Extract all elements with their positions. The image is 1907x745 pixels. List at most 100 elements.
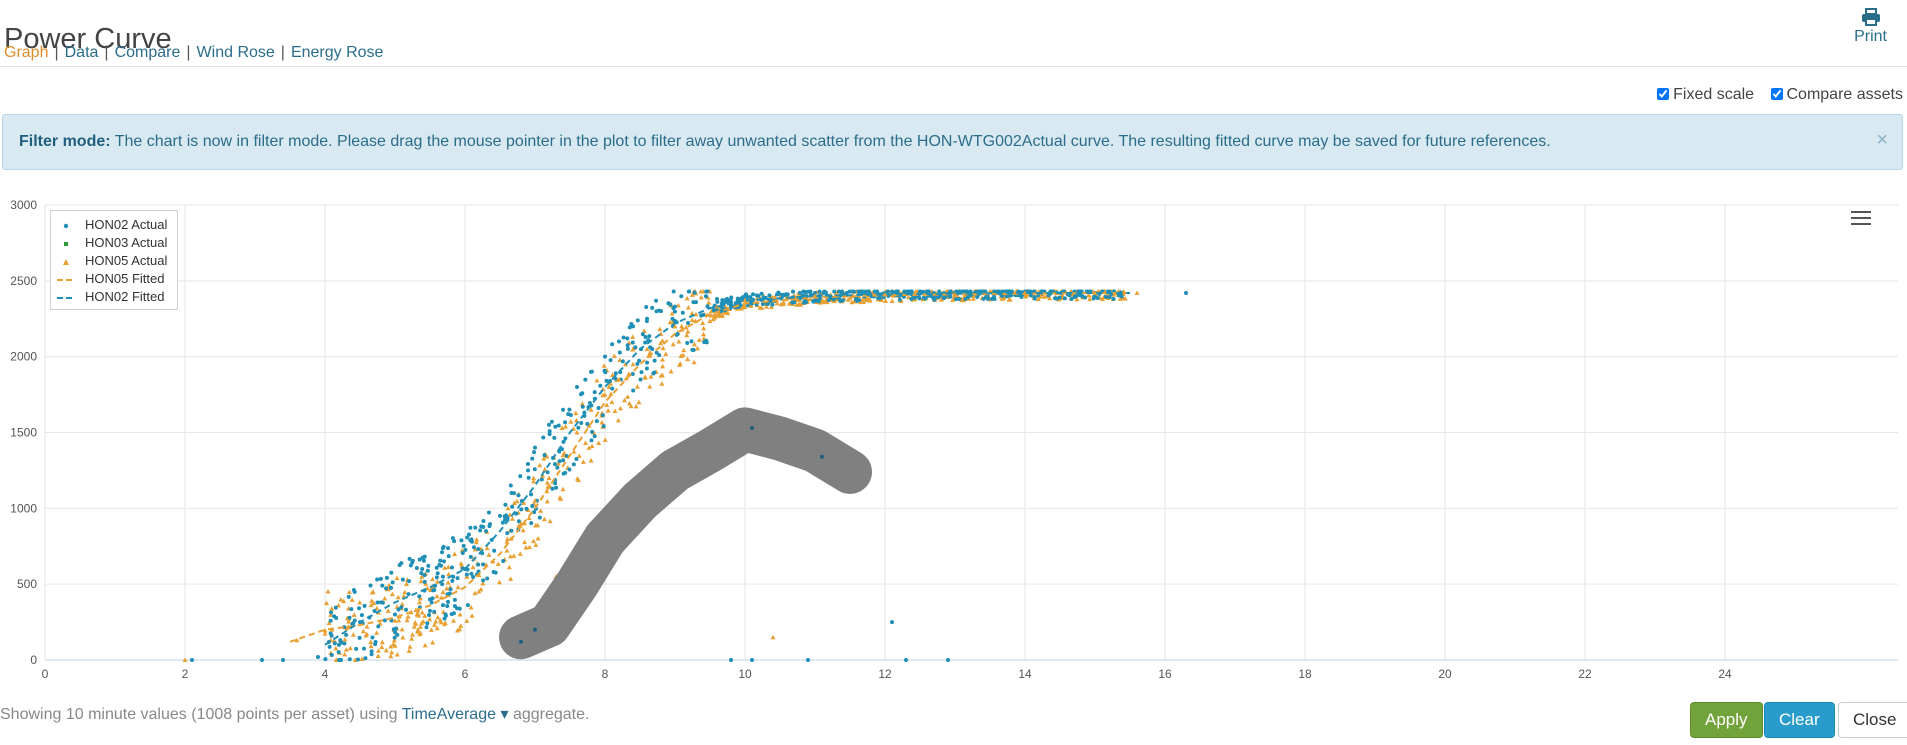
compare-assets-checkbox[interactable] xyxy=(1770,88,1783,100)
scatter-point xyxy=(478,586,484,592)
scatter-point xyxy=(457,612,463,617)
scatter-point xyxy=(636,399,642,405)
nav-separator: | xyxy=(54,44,59,61)
scatter-point xyxy=(389,570,394,575)
scatter-point xyxy=(549,419,554,424)
scatter-point xyxy=(527,544,533,550)
nav-separator: | xyxy=(104,44,109,61)
nav-energy-rose[interactable]: Energy Rose xyxy=(290,44,384,61)
scatter-point xyxy=(957,297,962,302)
x-tick-label: 14 xyxy=(1018,667,1032,681)
aggregate-dropdown[interactable]: TimeAverage ▾ xyxy=(402,706,509,723)
scatter-point xyxy=(832,289,837,294)
scatter-point xyxy=(362,646,367,651)
scatter-point xyxy=(522,539,528,545)
scatter-point xyxy=(390,580,395,585)
scatter-point xyxy=(454,627,460,633)
clear-button[interactable]: Clear xyxy=(1764,702,1835,738)
legend-item[interactable]: HON02 Actual xyxy=(57,215,171,233)
scatter-point xyxy=(447,591,452,596)
scatter-point xyxy=(434,575,439,580)
alert-message: The chart is now in filter mode. Please … xyxy=(114,133,1551,150)
scatter-point xyxy=(1184,290,1188,295)
scatter-point xyxy=(519,498,524,503)
legend-symbol xyxy=(57,255,75,265)
scatter-point xyxy=(392,618,398,623)
apply-button[interactable]: Apply xyxy=(1690,702,1763,738)
scatter-point xyxy=(660,363,666,369)
scatter-point xyxy=(700,320,706,325)
scatter-point xyxy=(470,539,474,544)
scatter-point xyxy=(630,340,635,345)
scatter-point xyxy=(865,295,871,301)
scatter-point xyxy=(539,477,544,482)
scatter-point xyxy=(804,300,809,305)
scatter-point xyxy=(389,649,395,655)
scatter-point xyxy=(588,407,594,412)
scatter-point xyxy=(639,370,644,375)
scatter-point xyxy=(344,632,349,637)
compare-assets-option[interactable]: Compare assets xyxy=(1770,86,1903,103)
scatter-point xyxy=(434,579,440,584)
scatter-point xyxy=(446,546,451,551)
scatter-point xyxy=(427,608,432,613)
scatter-point xyxy=(571,462,576,467)
scatter-point xyxy=(328,612,334,617)
scatter-point xyxy=(425,568,430,573)
scatter-point xyxy=(592,434,597,439)
legend-item[interactable]: HON03 Actual xyxy=(57,233,171,251)
scatter-point xyxy=(409,636,415,641)
nav-compare[interactable]: Compare xyxy=(114,44,181,61)
scatter-point xyxy=(975,294,980,299)
scatter-point xyxy=(568,413,573,418)
scatter-point xyxy=(518,521,524,526)
scatter-point xyxy=(333,645,339,651)
scatter-point xyxy=(440,603,445,608)
scatter-point xyxy=(941,295,946,300)
scatter-point xyxy=(374,605,380,611)
scatter-point xyxy=(417,557,422,562)
legend-item[interactable]: HON05 Fitted xyxy=(57,269,171,287)
scatter-point xyxy=(604,402,610,408)
close-button[interactable]: Close xyxy=(1838,702,1907,738)
scatter-point xyxy=(445,604,450,609)
scatter-point xyxy=(504,513,509,518)
scatter-point xyxy=(729,658,733,662)
fixed-scale-option[interactable]: Fixed scale xyxy=(1657,86,1754,103)
scatter-point xyxy=(813,290,817,295)
scatter-point xyxy=(511,500,517,506)
print-button[interactable]: Print xyxy=(1854,8,1887,46)
scatter-point xyxy=(538,508,544,513)
alert-close-icon[interactable]: × xyxy=(1876,129,1888,151)
scatter-point xyxy=(388,653,394,659)
scatter-point xyxy=(362,603,367,608)
scatter-point xyxy=(369,649,374,654)
scatter-point xyxy=(384,586,389,591)
scatter-point xyxy=(685,341,690,346)
scatter-point xyxy=(993,289,998,294)
scatter-point xyxy=(333,605,338,610)
legend-symbol xyxy=(57,219,75,229)
scatter-point xyxy=(611,353,617,358)
fixed-scale-checkbox[interactable] xyxy=(1657,88,1670,100)
scatter-point xyxy=(407,579,411,584)
legend-item[interactable]: HON02 Fitted xyxy=(57,287,171,305)
legend-label: HON02 Actual xyxy=(85,216,168,232)
scatter-point xyxy=(357,599,363,605)
scatter-point xyxy=(706,300,712,305)
nav-graph[interactable]: Graph xyxy=(4,44,49,61)
scatter-point xyxy=(782,293,787,298)
chart-menu-icon[interactable] xyxy=(1851,211,1871,227)
nav-data[interactable]: Data xyxy=(64,44,99,61)
scatter-point xyxy=(524,506,529,511)
scatter-point xyxy=(434,593,440,599)
legend-item[interactable]: HON05 Actual xyxy=(57,251,171,269)
scatter-point xyxy=(790,300,795,305)
scatter-point xyxy=(322,628,328,633)
scatter-point xyxy=(491,569,496,574)
scatter-point xyxy=(343,647,349,652)
scatter-point xyxy=(346,589,352,595)
nav-wind-rose[interactable]: Wind Rose xyxy=(196,44,275,61)
scatter-point xyxy=(778,292,782,297)
